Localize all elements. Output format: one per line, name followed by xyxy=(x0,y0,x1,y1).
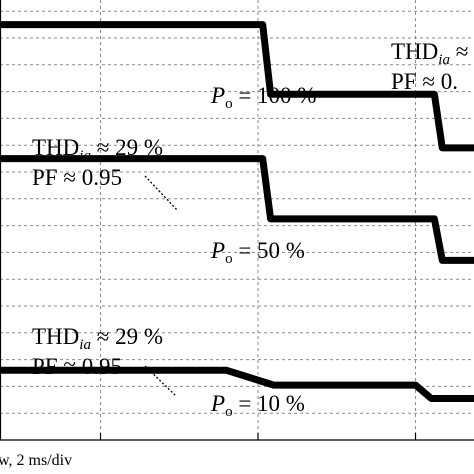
annotation-leaders xyxy=(144,175,179,397)
power-50-label: Po = 50 % xyxy=(211,238,305,267)
mid-thd-label: THDia ≈ 29 % xyxy=(32,135,163,164)
power-10-label: Po = 10 % xyxy=(211,391,305,420)
plot-axes xyxy=(0,0,474,441)
leader-line-mid xyxy=(144,175,179,212)
current-trace-3 xyxy=(0,366,474,402)
current-trace-2 xyxy=(0,155,474,264)
waveform-traces xyxy=(0,21,474,402)
power-100-label: Po = 100 % xyxy=(211,83,317,112)
low-thd-label: THDia ≈ 29 % xyxy=(32,324,163,353)
current-trace-1 xyxy=(0,21,474,152)
top-pf-label: PF ≈ 0. xyxy=(391,69,458,94)
x-axis-label: w, 2 ms/div xyxy=(0,452,73,469)
low-pf-label: PF ≈ 0.95 xyxy=(32,354,122,379)
plot-grid xyxy=(0,0,474,440)
mid-pf-label: PF ≈ 0.95 xyxy=(32,165,122,190)
leader-line-low xyxy=(144,365,177,397)
top-thd-label: THDia ≈ xyxy=(391,39,469,68)
